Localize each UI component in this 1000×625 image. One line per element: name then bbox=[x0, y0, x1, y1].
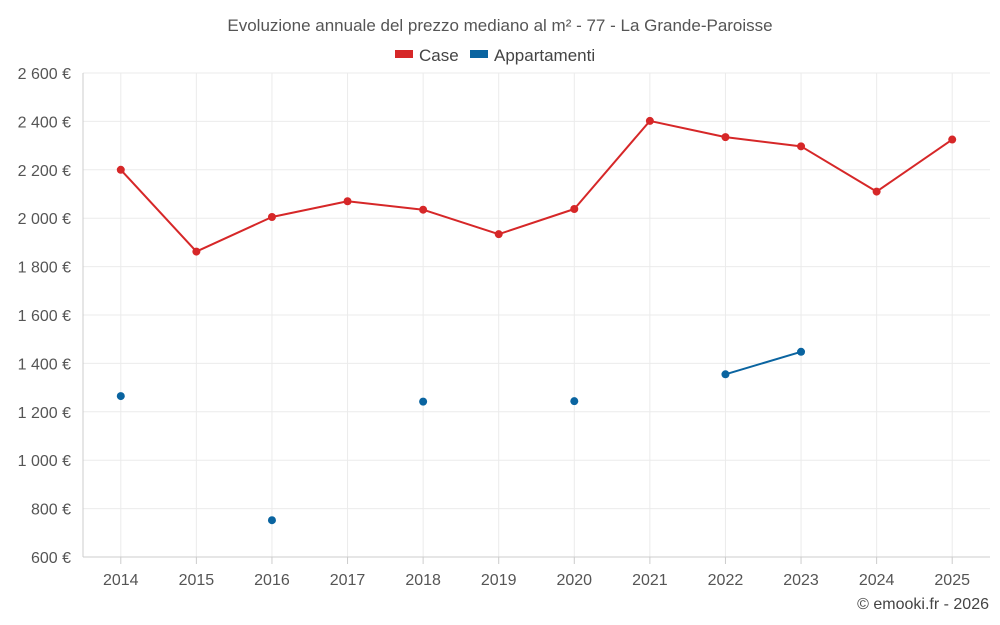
legend-swatch-case bbox=[395, 50, 413, 58]
series-line-case bbox=[800, 145, 878, 193]
data-point-case[interactable] bbox=[948, 135, 957, 144]
data-point-case[interactable] bbox=[645, 116, 654, 125]
data-point-appartamenti[interactable] bbox=[797, 347, 806, 356]
series-line-case bbox=[270, 200, 349, 218]
series-line-case bbox=[346, 200, 425, 211]
data-point-case[interactable] bbox=[419, 205, 428, 214]
series-line-case bbox=[648, 119, 727, 139]
grid bbox=[83, 72, 990, 557]
legend-swatch-appartamenti bbox=[470, 50, 488, 58]
data-point-case[interactable] bbox=[797, 142, 806, 151]
data-point-appartamenti[interactable] bbox=[116, 392, 125, 401]
x-tick-label: 2015 bbox=[179, 572, 215, 589]
y-tick-label: 1 400 € bbox=[18, 356, 71, 373]
y-tick-label: 2 400 € bbox=[18, 114, 71, 131]
x-tick-label: 2016 bbox=[254, 572, 290, 589]
series-line-case bbox=[875, 138, 954, 193]
x-tick-label: 2019 bbox=[481, 572, 517, 589]
data-point-case[interactable] bbox=[494, 230, 503, 239]
legend: Case Appartamenti bbox=[395, 46, 595, 65]
data-point-case[interactable] bbox=[192, 247, 201, 256]
x-tick-label: 2020 bbox=[556, 572, 592, 589]
series-line-case bbox=[195, 215, 273, 253]
x-tick-label: 2021 bbox=[632, 572, 668, 589]
data-point-appartamenti[interactable] bbox=[419, 397, 428, 406]
y-tick-label: 600 € bbox=[31, 550, 71, 567]
x-tick-label: 2018 bbox=[405, 572, 441, 589]
credit-label: © emooki.fr - 2026 bbox=[857, 596, 989, 613]
data-point-case[interactable] bbox=[343, 197, 352, 206]
data-point-case[interactable] bbox=[570, 205, 579, 214]
data-point-case[interactable] bbox=[721, 133, 730, 142]
y-tick-label: 1 600 € bbox=[18, 308, 71, 325]
legend-label-appartamenti: Appartamenti bbox=[494, 46, 595, 65]
x-tick-label: 2024 bbox=[859, 572, 895, 589]
data-point-appartamenti[interactable] bbox=[267, 516, 276, 525]
data-point-case[interactable] bbox=[267, 212, 276, 221]
y-tick-label: 2 200 € bbox=[18, 163, 71, 180]
y-tick-label: 1 200 € bbox=[18, 405, 71, 422]
legend-item-appartamenti[interactable]: Appartamenti bbox=[470, 46, 595, 65]
data-point-case[interactable] bbox=[116, 165, 125, 174]
data-point-appartamenti[interactable] bbox=[721, 370, 730, 379]
series-line-case bbox=[724, 136, 803, 148]
x-tick-label: 2017 bbox=[330, 572, 366, 589]
y-axis: 600 € 800 € 1 000 € 1 200 € 1 400 € 1 600 € 1 … bbox=[18, 66, 84, 567]
series-line-case bbox=[573, 119, 651, 211]
x-tick-label: 2025 bbox=[934, 572, 970, 589]
y-tick-label: 1 800 € bbox=[18, 260, 71, 277]
series-line-case bbox=[497, 208, 576, 236]
x-tick-label: 2014 bbox=[103, 572, 139, 589]
series-layer bbox=[116, 116, 957, 525]
legend-item-case[interactable]: Case bbox=[395, 46, 459, 65]
x-tick-label: 2022 bbox=[708, 572, 744, 589]
y-tick-label: 2 600 € bbox=[18, 66, 71, 83]
y-tick-label: 1 000 € bbox=[18, 453, 71, 470]
x-tick-label: 2023 bbox=[783, 572, 819, 589]
data-point-appartamenti[interactable] bbox=[570, 397, 579, 406]
x-axis: 2014 2015 2016 2017 2018 2019 2020 2021 2022 2023… bbox=[83, 556, 990, 589]
y-tick-label: 800 € bbox=[31, 502, 71, 519]
series-line-case bbox=[422, 208, 500, 236]
data-point-case[interactable] bbox=[872, 187, 881, 196]
y-tick-label: 2 000 € bbox=[18, 211, 71, 228]
series-line-case bbox=[119, 168, 198, 253]
chart-title: Evoluzione annuale del prezzo mediano al… bbox=[227, 16, 772, 35]
series-line-appartamenti bbox=[724, 350, 803, 376]
legend-label-case: Case bbox=[419, 46, 459, 65]
